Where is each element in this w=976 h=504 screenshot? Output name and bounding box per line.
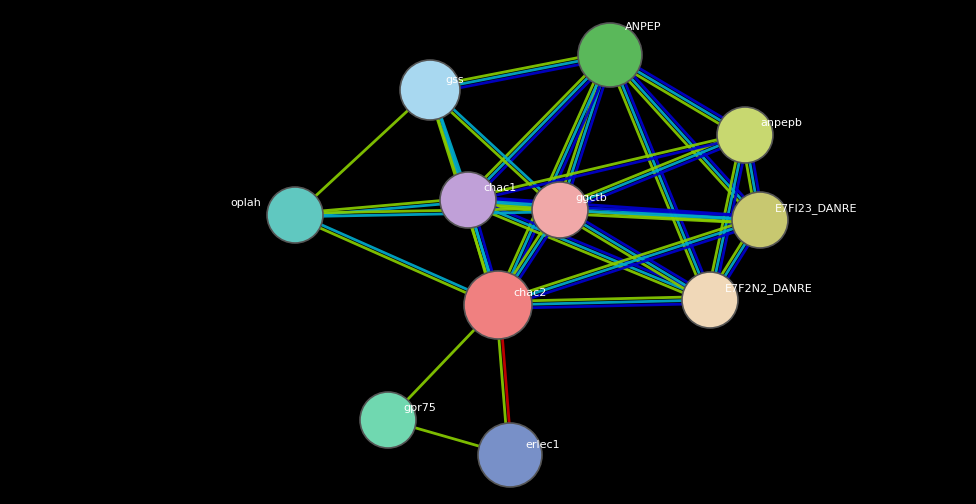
Text: chac1: chac1 xyxy=(483,183,516,193)
Text: erlec1: erlec1 xyxy=(525,440,559,450)
Circle shape xyxy=(578,23,642,87)
Text: ANPEP: ANPEP xyxy=(625,22,662,32)
Text: anpepb: anpepb xyxy=(760,118,802,128)
Text: E7F2N2_DANRE: E7F2N2_DANRE xyxy=(725,283,813,294)
Circle shape xyxy=(360,392,416,448)
Text: ggctb: ggctb xyxy=(575,193,607,203)
Circle shape xyxy=(732,192,788,248)
Text: chac2: chac2 xyxy=(513,288,547,298)
Circle shape xyxy=(400,60,460,120)
Circle shape xyxy=(717,107,773,163)
Circle shape xyxy=(532,182,588,238)
Text: oplah: oplah xyxy=(230,198,261,208)
Text: gss: gss xyxy=(445,75,464,85)
Circle shape xyxy=(478,423,542,487)
Circle shape xyxy=(440,172,496,228)
Circle shape xyxy=(267,187,323,243)
Text: gpr75: gpr75 xyxy=(403,403,436,413)
Circle shape xyxy=(682,272,738,328)
Circle shape xyxy=(464,271,532,339)
Text: E7FI23_DANRE: E7FI23_DANRE xyxy=(775,203,858,214)
